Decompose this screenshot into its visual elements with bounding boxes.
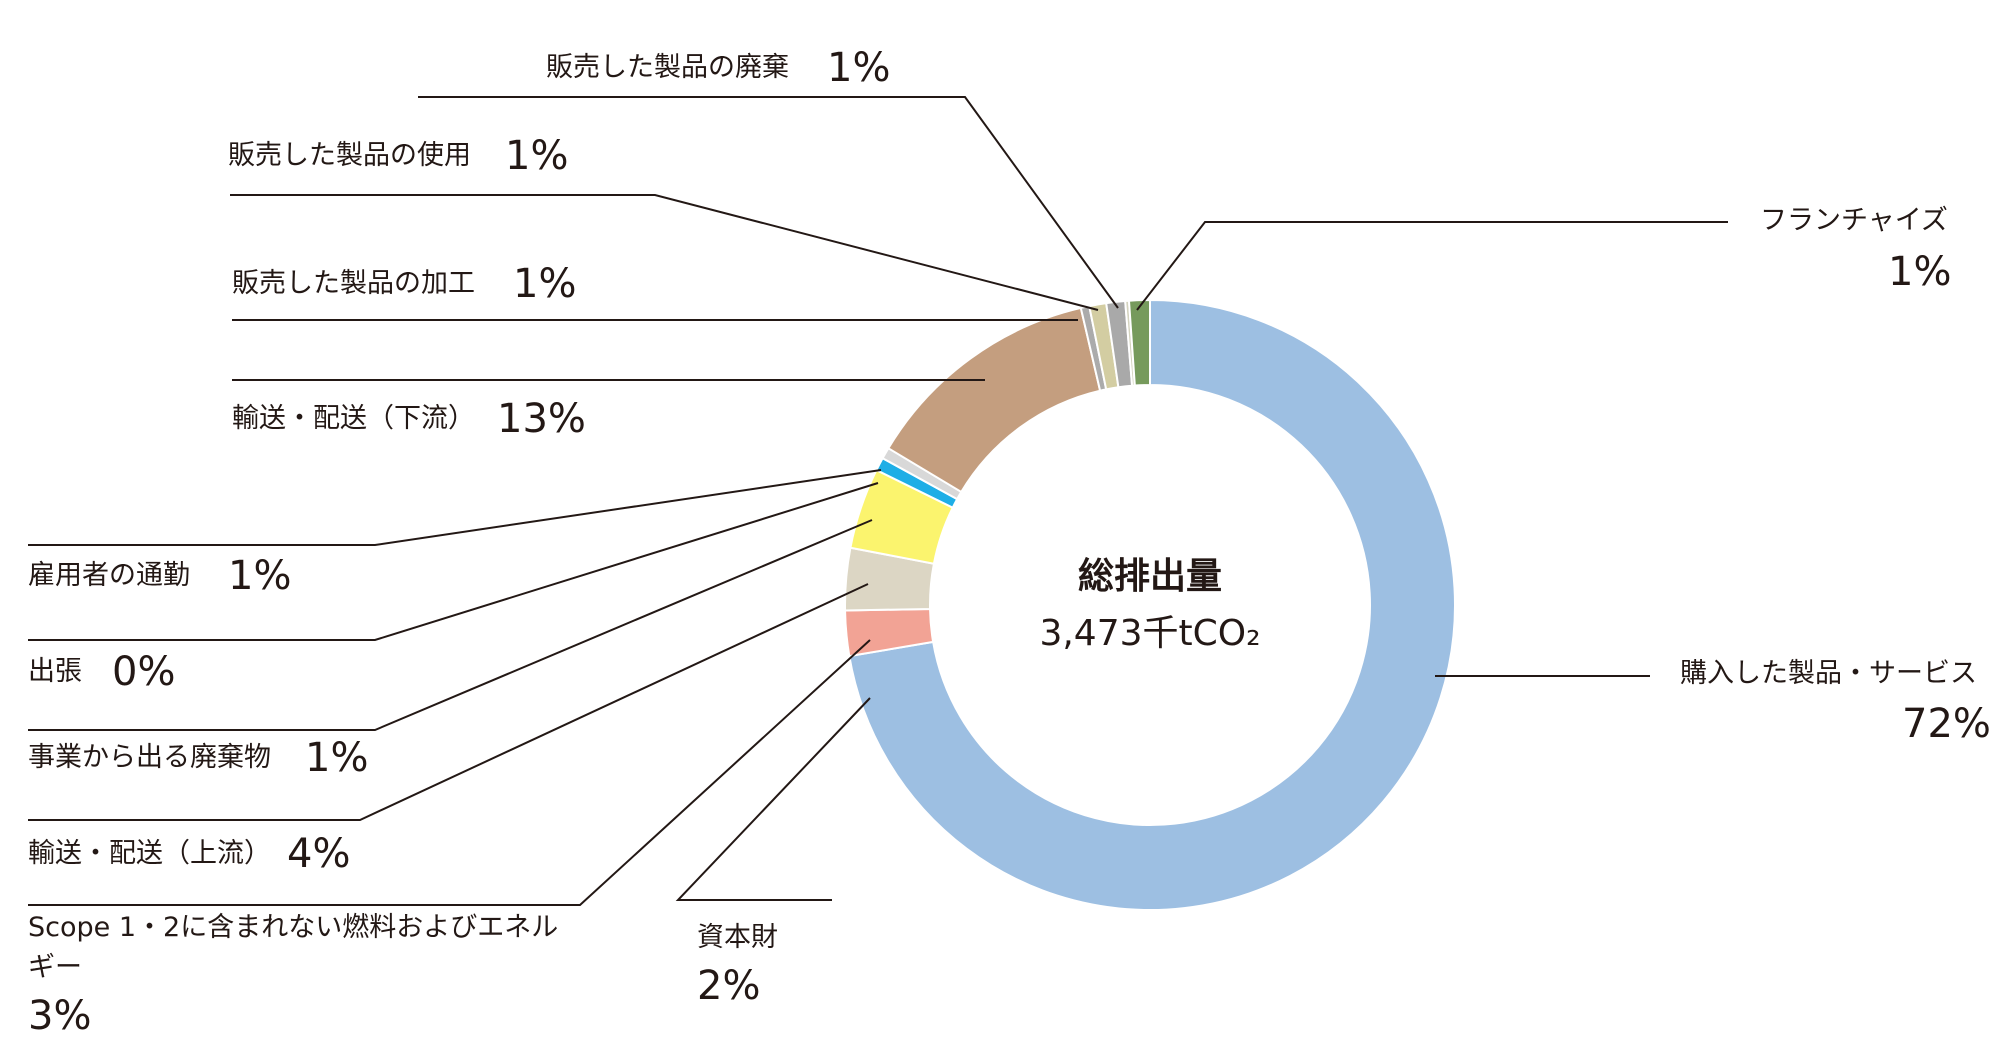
label-use-name: 販売した製品の使用 (228, 140, 471, 171)
leader-fuel (28, 639, 871, 906)
label-downstream-name: 輸送・配送（下流） (232, 403, 475, 434)
label-waste-name: 事業から出る廃棄物 (28, 742, 271, 773)
label-downstream-pct: 13% (497, 396, 586, 442)
leader-franchise (1136, 221, 1728, 311)
leader-waste (28, 519, 873, 731)
leader-use (230, 194, 1099, 311)
slice-6 (886, 306, 1102, 494)
label-franchise-pct: 1% (1888, 249, 1952, 295)
label-travel-name: 出張 (28, 656, 82, 687)
center-total: 3,473千tCO₂ (1039, 613, 1261, 654)
donut-slices (844, 298, 1456, 911)
label-processing-name: 販売した製品の加工 (232, 268, 475, 299)
label-use-pct: 1% (505, 133, 569, 179)
label-commute-name: 雇用者の通勤 (28, 560, 190, 591)
label-purchased-pct: 72% (1902, 701, 1991, 747)
label-commute-pct: 1% (228, 553, 292, 599)
leader-lines (28, 96, 1728, 906)
label-fuel-pct: 3% (28, 993, 92, 1039)
slice-11 (1127, 298, 1151, 387)
leader-commute (28, 469, 882, 546)
label-franchise-name: フランチャイズ (1760, 205, 1948, 236)
leader-travel (28, 482, 879, 641)
label-purchased-name: 購入した製品・サービス (1680, 658, 1977, 689)
center-title: 総排出量 (1077, 556, 1222, 597)
label-fuel-name-line2: ギー (28, 952, 82, 983)
label-processing-pct: 1% (513, 261, 577, 307)
label-capital-pct: 2% (697, 963, 761, 1009)
leader-upstream (28, 583, 869, 821)
label-waste-pct: 1% (305, 735, 369, 781)
label-upstream-name: 輸送・配送（上流） (28, 838, 271, 869)
leader-disposal (418, 96, 1119, 309)
slice-0 (848, 298, 1456, 911)
label-upstream-pct: 4% (287, 831, 351, 877)
label-disposal-name: 販売した製品の廃棄 (546, 52, 789, 83)
label-fuel-name-line1: Scope 1・2に含まれない燃料およびエネル (28, 912, 559, 943)
label-travel-pct: 0% (112, 649, 176, 695)
leader-capital (675, 697, 871, 901)
label-capital-name: 資本財 (697, 922, 778, 953)
label-disposal-pct: 1% (827, 45, 891, 91)
